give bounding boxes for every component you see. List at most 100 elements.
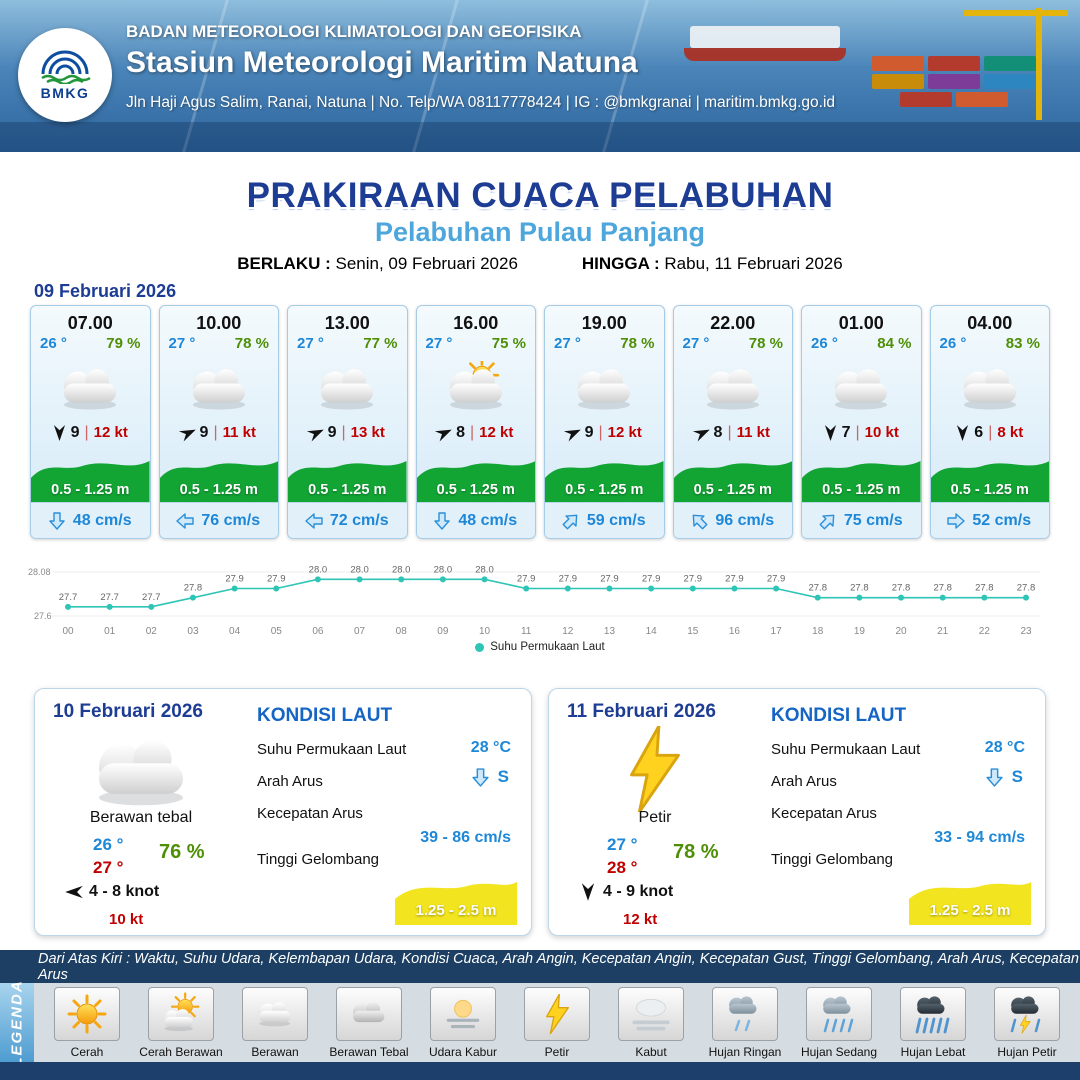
wind-gust: 12 kt	[623, 911, 658, 928]
svg-text:07: 07	[354, 626, 366, 637]
lightning-icon	[524, 987, 590, 1041]
current-direction-icon	[472, 767, 489, 787]
separator: |	[988, 423, 993, 441]
current-direction-icon	[947, 512, 966, 529]
wave-height-band: 0.5 - 1.25 m	[930, 448, 1049, 502]
wind-speed: 9	[70, 423, 80, 441]
chart-legend: Suhu Permukaan Laut	[26, 641, 1054, 653]
legend-item-label: Hujan Ringan	[708, 1045, 782, 1059]
svg-text:27.8: 27.8	[808, 583, 827, 594]
cloudy-icon	[545, 355, 664, 419]
wave-height-band: 0.5 - 1.25 m	[159, 448, 278, 502]
separator: |	[341, 423, 346, 441]
current-direction-icon	[305, 512, 323, 529]
wind-speed: 9	[199, 423, 209, 441]
wind-direction-icon	[53, 424, 66, 441]
svg-text:03: 03	[187, 626, 199, 637]
decor-container	[984, 56, 1036, 71]
svg-text:18: 18	[812, 626, 824, 637]
daily-date: 11 Februari 2026	[567, 701, 716, 722]
current-speed: 52 cm/s	[972, 511, 1032, 529]
wave-height: 0.5 - 1.25 m	[950, 482, 1029, 498]
air-temp: 26 °	[40, 335, 67, 352]
current-direction-icon	[687, 508, 711, 532]
current-direction-icon	[986, 767, 1003, 787]
svg-text:28.0: 28.0	[392, 564, 411, 575]
svg-text:27.8: 27.8	[933, 583, 952, 594]
svg-text:17: 17	[771, 626, 783, 637]
air-temp: 26 °	[939, 335, 967, 352]
hour-forecast-card: 16.00 27 ° 75 % 8 | 12 kt 0.5 - 1.25 m 48 c…	[415, 305, 536, 539]
wind-direction-icon	[306, 423, 326, 442]
berlaku-label: BERLAKU :	[237, 254, 331, 273]
sea-conditions-title: KONDISI LAUT	[257, 705, 393, 726]
svg-text:21: 21	[937, 626, 949, 637]
legend-item-label: Cerah	[70, 1045, 104, 1059]
svg-text:08: 08	[396, 626, 408, 637]
daily-forecast-card: 10 Februari 2026 Berawan tebal 26 ° 27 °…	[34, 688, 532, 936]
wind-direction-icon	[434, 423, 455, 442]
wind-direction-icon	[692, 423, 712, 442]
wind-gust: 12 kt	[607, 424, 642, 441]
temp-min: 26 °	[93, 835, 124, 854]
sst-chart: 28.08 27.6 27.7 00 27.7 01 27.7 02 27.8 03 27.9 04 2…	[26, 556, 1054, 662]
hour-forecast-card: 19.00 27 ° 78 % 9 | 12 kt 0.5 - 1.25 m 59 c…	[544, 305, 665, 539]
wind-speed: 8	[456, 423, 466, 441]
logo-text: BMKG	[40, 84, 90, 101]
current-speed: 72 cm/s	[329, 511, 389, 529]
legend-item: Hujan Sedang	[793, 987, 885, 1059]
contact-line: Jln Haji Agus Salim, Ranai, Natuna | No.…	[126, 94, 836, 111]
medium-rain-icon	[806, 987, 872, 1041]
forecast-time: 10.00	[196, 313, 242, 333]
current-speed-label: Kecepatan Arus	[771, 805, 877, 822]
svg-text:27.6: 27.6	[34, 611, 52, 621]
legend-item: Hujan Lebat	[887, 987, 979, 1059]
decor-ship	[690, 26, 840, 48]
forecast-date: 09 Februari 2026	[34, 281, 177, 301]
decor-container	[928, 56, 980, 71]
bmkg-logo: BMKG	[18, 28, 112, 122]
svg-text:28.0: 28.0	[475, 564, 494, 575]
legend-dot	[475, 642, 485, 652]
temp-min: 27 °	[607, 835, 638, 854]
wind-range: 4 - 9 knot	[603, 883, 674, 900]
legend-item: Petir	[511, 987, 603, 1059]
legend-item-label: Kabut	[635, 1045, 667, 1059]
legend-label: Suhu Permukaan Laut	[490, 641, 605, 653]
hour-forecast-card: 13.00 27 ° 77 % 9 | 13 kt 0.5 - 1.25 m 72 c…	[287, 305, 408, 539]
decor-band	[0, 122, 1080, 152]
weather-condition: Petir	[638, 809, 672, 826]
legend-area: LEGENDA Cerah Cerah Berawan Berawan Bera…	[0, 979, 1080, 1066]
wave-height-value: 1.25 - 2.5 m	[929, 902, 1011, 919]
svg-text:01: 01	[104, 626, 116, 637]
legend-item-label: Berawan	[251, 1045, 299, 1059]
svg-text:16: 16	[729, 626, 741, 637]
wave-height-value: 1.25 - 2.5 m	[415, 902, 497, 919]
svg-text:27.9: 27.9	[684, 574, 703, 585]
decor-container	[928, 74, 980, 89]
legend-item-label: Cerah Berawan	[139, 1045, 223, 1059]
wind-direction-icon	[563, 423, 583, 442]
decor-container	[872, 74, 924, 89]
legend-item: Berawan	[229, 987, 321, 1059]
svg-text:27.8: 27.8	[184, 583, 203, 594]
forecast-time: 19.00	[581, 313, 627, 333]
cloudy-icon	[55, 727, 227, 811]
humidity: 83 %	[1005, 335, 1040, 352]
current-direction-icon	[559, 508, 583, 532]
wave-height-band: 0.5 - 1.25 m	[288, 448, 407, 502]
svg-text:23: 23	[1020, 626, 1032, 637]
svg-text:15: 15	[687, 626, 699, 637]
cloud-icon	[242, 987, 308, 1041]
wind-gust: 12 kt	[479, 424, 514, 441]
sun-icon	[54, 987, 120, 1041]
current-direction-icon	[816, 508, 840, 532]
forecast-time: 16.00	[453, 313, 499, 333]
svg-text:12: 12	[562, 626, 574, 637]
partly-cloudy-icon	[417, 355, 536, 419]
separator: |	[470, 423, 475, 441]
legend-item: Udara Kabur	[417, 987, 509, 1059]
hingga-label: HINGGA :	[581, 254, 660, 273]
berlaku-value: Senin, 09 Februari 2026	[335, 254, 518, 273]
